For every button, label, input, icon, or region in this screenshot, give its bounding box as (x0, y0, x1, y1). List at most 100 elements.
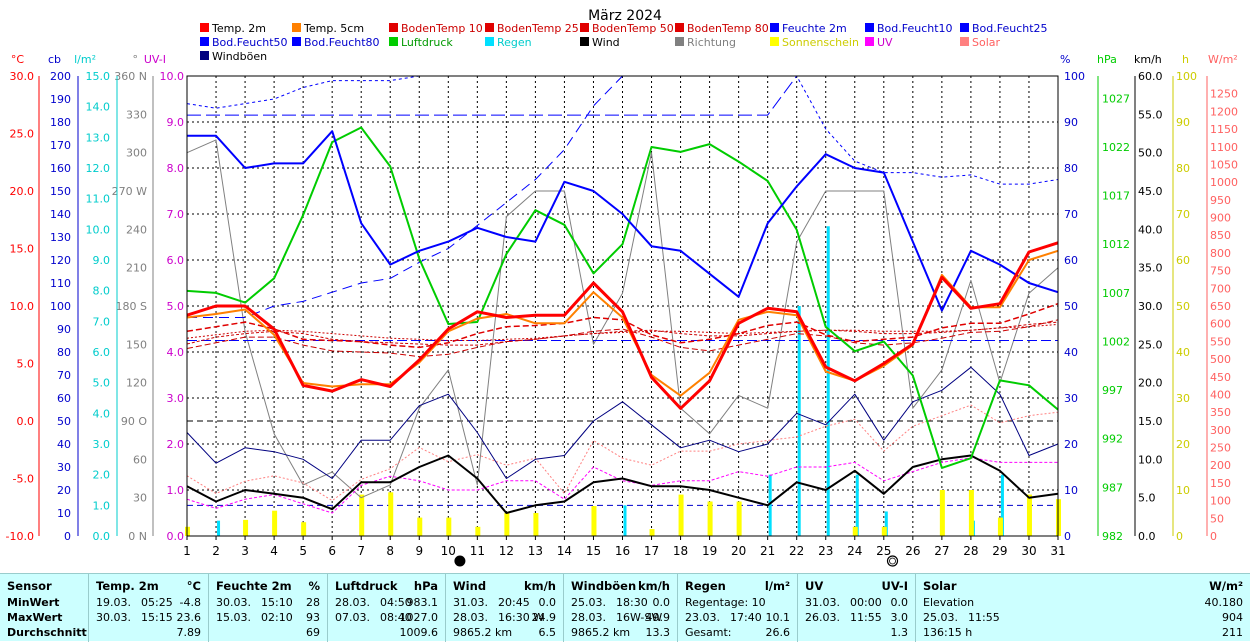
full-moon-icon (886, 555, 899, 567)
legend-label: BodenTemp 80 (687, 22, 769, 35)
x-axis: 1 2 3 4 5 6 7 8 9 10 11 12 13 14 15 16 17 18 19 20 21 22 23 24 2… (183, 536, 1066, 567)
stats-date: 30.03. (96, 611, 131, 624)
axis-tick-solar: 50 (1210, 512, 1224, 525)
x-tick-label: 1 (183, 544, 191, 558)
stats-date: Regentage: 10 (685, 596, 766, 609)
series-line-feuchte-2m (187, 130, 1059, 312)
stats-section-unit: hPa (413, 579, 438, 593)
axis-tick-sun: 20 (1176, 438, 1190, 451)
axis-tick-direction: 120 (126, 377, 147, 390)
stats-value: 93 (306, 611, 320, 624)
legend-label: Wind (592, 36, 620, 49)
legend-label: Temp. 5cm (303, 22, 364, 35)
stats-value: 0.0 (538, 596, 557, 609)
legend-swatch-feuchte-2m (770, 23, 779, 32)
axis-tick-temp: 10.0 (10, 300, 35, 313)
axis-tick-cb: 60 (57, 392, 71, 405)
axis-unit-rain: l/m² (74, 53, 96, 66)
axis-tick-humidity: 90 (1064, 116, 1078, 129)
axis-tick-cb: 20 (57, 484, 71, 497)
stats-value: 23.6 (176, 611, 202, 624)
stats-section-unit: km/h (637, 579, 670, 593)
legend-swatch-windb-en (200, 51, 209, 60)
axis-tick-uv: 10.0 (160, 70, 185, 83)
x-tick-label: 25 (876, 544, 891, 558)
stats-value: 1027.0 (399, 611, 439, 624)
stats-time: 18:30 (616, 596, 648, 609)
axis-tick-solar: 250 (1210, 442, 1231, 455)
stats-sensor-header: Sensor (7, 579, 52, 593)
axis-tick-solar: 950 (1210, 194, 1231, 207)
x-tick-label: 5 (299, 544, 307, 558)
rain-bar (884, 511, 888, 536)
axis-tick-wind: 50.0 (1138, 147, 1163, 160)
axis-tick-humidity: 10 (1064, 484, 1078, 497)
stats-value: 7.89 (176, 626, 202, 639)
series-line-bodentemp-80 (186, 323, 1059, 341)
stats-date: 136:15 h (923, 626, 973, 639)
stats-section-unit: km/h (523, 579, 556, 593)
axis-tick-solar: 650 (1210, 300, 1231, 313)
legend-swatch-temp-5cm (292, 23, 301, 32)
legend-label: BodenTemp 50 (592, 22, 674, 35)
legend-swatch-bodentemp-50 (580, 23, 589, 32)
stats-value: 24.9 (531, 611, 557, 624)
axis-tick-cb: 80 (57, 346, 71, 359)
stats-value: 0.0 (890, 596, 909, 609)
axis-tick-uv: 6.0 (167, 254, 185, 267)
axis-tick-solar: 0 (1210, 530, 1217, 543)
x-tick-label: 28 (963, 544, 978, 558)
sunshine-bar (678, 494, 684, 536)
axis-tick-solar: 850 (1210, 229, 1231, 242)
x-tick-label: 3 (241, 544, 249, 558)
legend-swatch-sonnenschein (770, 37, 779, 46)
stats-value: 28 (306, 596, 320, 609)
rain-bar (768, 474, 772, 536)
axis-tick-sun: 10 (1176, 484, 1190, 497)
axis-tick-solar: 550 (1210, 335, 1231, 348)
axis-tick-cb: 130 (50, 231, 71, 244)
stats-value: 49.9 (645, 611, 671, 624)
stats-date: 25.03. (571, 596, 606, 609)
series-line-windb-en (186, 366, 1059, 479)
axis-tick-pressure: 1017 (1102, 190, 1130, 203)
axis-tick-uv: 8.0 (167, 162, 185, 175)
stats-row-label: Durchschnitt (7, 626, 87, 639)
axis-tick-rain: 4.0 (93, 407, 111, 420)
legend-label: Windböen (212, 50, 267, 63)
axis-tick-rain: 15.0 (86, 70, 111, 83)
legend-label: Regen (497, 36, 532, 49)
rain-bar (797, 306, 801, 536)
chart-title: März 2024 (588, 8, 662, 24)
stats-section-title: Windböen (571, 579, 637, 593)
new-moon-icon (454, 555, 466, 567)
axis-tick-uv: 4.0 (167, 346, 185, 359)
x-tick-label: 15 (586, 544, 601, 558)
axis-tick-rain: 2.0 (93, 469, 111, 482)
legend-swatch-bodentemp-80 (675, 23, 684, 32)
stats-time: 00:00 (850, 596, 882, 609)
axis-tick-wind: 40.0 (1138, 223, 1163, 236)
axis-unit-cb: cb (48, 53, 61, 66)
legend-swatch-wind (580, 37, 589, 46)
stats-value: 983.1 (406, 596, 439, 609)
sunshine-bar (359, 494, 365, 536)
axis-tick-pressure: 1002 (1102, 335, 1130, 348)
x-tick-label: 18 (673, 544, 688, 558)
stats-section-regen: Regen l/m² Regentage: 10 23.03. 17:40 10.1 Ges… (677, 574, 798, 642)
stats-section-luftdruck: Luftdruck hPa 28.03. 04:50 983.1 07.03. 08:40 1… (327, 574, 446, 642)
x-tick-label: 21 (760, 544, 775, 558)
stats-value: 904 (1222, 611, 1243, 624)
stats-time: 08:40 (380, 611, 412, 624)
sunshine-bar (388, 492, 394, 536)
stats-time: 04:50 (380, 596, 412, 609)
stats-time: 15:15 (141, 611, 173, 624)
axis-tick-solar: 600 (1210, 318, 1231, 331)
legend-swatch-regen (485, 37, 494, 46)
axis-tick-direction: 0 N (128, 530, 147, 543)
stats-date: 28.03. (453, 611, 488, 624)
axis-tick-pressure: 1007 (1102, 287, 1130, 300)
axis-tick-sun: 0 (1176, 530, 1183, 543)
x-tick-label: 23 (818, 544, 833, 558)
stats-time: 16:30 W (498, 611, 545, 624)
